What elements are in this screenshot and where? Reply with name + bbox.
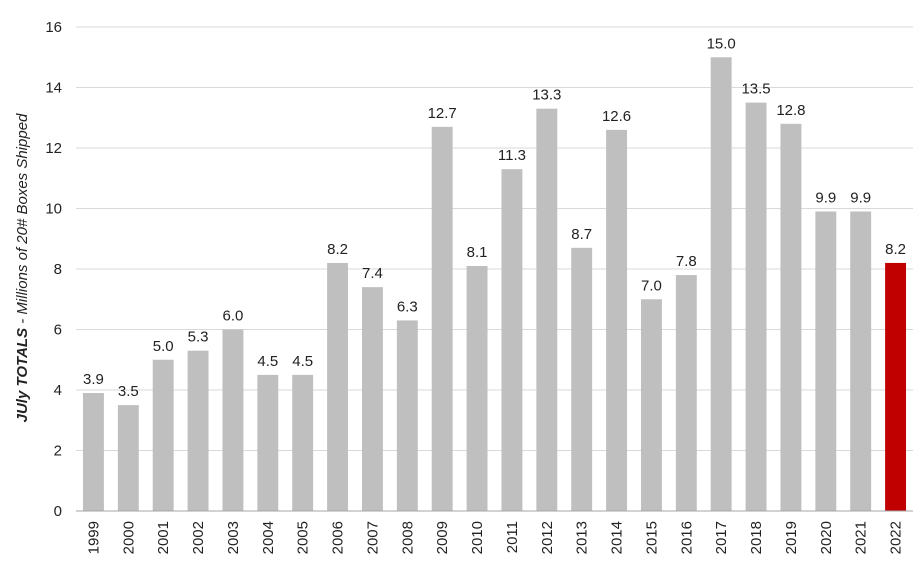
bar	[292, 374, 314, 511]
data-label: 13.3	[532, 87, 561, 104]
data-label: 15.0	[707, 35, 736, 52]
data-label: 11.3	[498, 147, 526, 164]
y-tick-label: 6	[54, 322, 62, 339]
data-label: 8.2	[327, 241, 348, 258]
bar	[606, 129, 628, 511]
data-label: 8.1	[467, 244, 488, 261]
x-tick-label: 2003	[225, 521, 242, 554]
bar	[361, 287, 383, 511]
x-tick-label: 2000	[120, 521, 137, 554]
data-label: 5.3	[188, 329, 209, 346]
y-tick-label: 8	[54, 261, 62, 278]
bar	[571, 247, 593, 511]
data-label: 9.9	[850, 190, 871, 207]
x-tick-label: 2007	[364, 521, 381, 554]
x-tick-label: 2011	[504, 521, 521, 553]
data-label: 13.5	[741, 81, 770, 98]
data-label: 3.5	[118, 383, 139, 400]
x-tick-label: 2014	[609, 521, 626, 554]
y-axis-title-rest: - Millions of 20# Boxes Shipped	[14, 113, 31, 328]
x-tick-label: 2005	[295, 521, 312, 554]
bar	[675, 275, 697, 511]
data-labels: 3.9 3.5 5.0 5.3 6.0 4.5 4.5 8.2 7.4 6.3 12.7 8.1 11.…	[83, 35, 906, 400]
x-tick-label: 2018	[748, 521, 765, 554]
data-label: 9.9	[815, 190, 836, 207]
x-tick-label: 2001	[155, 521, 172, 554]
data-label: 4.5	[257, 353, 278, 370]
data-label: 12.8	[776, 102, 805, 119]
gridlines	[76, 26, 913, 451]
y-axis-title: JUly TOTALS - Millions of 20# Boxes Ship…	[14, 113, 31, 422]
bar	[640, 299, 662, 511]
bar	[82, 393, 104, 511]
y-tick-label: 16	[45, 19, 62, 36]
y-tick-label: 0	[54, 503, 62, 520]
bar	[850, 211, 872, 511]
bar	[501, 169, 523, 512]
bar	[327, 262, 349, 511]
x-axis-ticks: 1999 2000 2001 2002 2003 2004 2005 2006 2007 2008…	[85, 521, 904, 554]
data-label: 6.3	[397, 298, 418, 315]
x-tick-label: 2004	[260, 521, 277, 554]
x-tick-label: 2010	[469, 521, 486, 554]
y-axis-title-bold: JUly TOTALS	[14, 328, 31, 422]
bar	[745, 102, 767, 511]
y-tick-label: 14	[45, 80, 62, 97]
y-tick-label: 12	[45, 140, 62, 157]
y-tick-label: 4	[54, 382, 62, 399]
bar	[780, 123, 802, 512]
data-label: 7.0	[641, 277, 662, 294]
x-tick-label: 2020	[818, 521, 835, 554]
bar	[710, 57, 732, 511]
data-label: 8.7	[571, 226, 592, 243]
y-tick-label: 2	[54, 443, 62, 460]
x-tick-label: 2006	[330, 521, 347, 554]
data-label: 5.0	[153, 338, 174, 355]
x-tick-label: 2016	[678, 521, 695, 554]
x-tick-label: 2009	[434, 521, 451, 554]
y-tick-label: 10	[45, 201, 62, 218]
x-tick-label: 2015	[643, 521, 660, 554]
y-axis-ticks: 0 2 4 6 8 10 12 14 16	[45, 19, 62, 520]
bar	[466, 265, 488, 511]
data-label: 3.9	[83, 371, 104, 388]
bar	[431, 126, 453, 511]
bar	[222, 329, 244, 511]
x-tick-label: 2008	[399, 521, 416, 554]
x-tick-label: 1999	[85, 521, 102, 554]
data-label: 7.4	[362, 265, 383, 282]
data-label: 12.7	[428, 105, 457, 122]
x-tick-label: 2017	[713, 521, 730, 554]
bar	[152, 359, 174, 511]
bars	[82, 57, 907, 512]
bar	[187, 350, 209, 511]
bar	[117, 405, 139, 511]
x-tick-label: 2002	[190, 521, 207, 554]
x-tick-label: 2021	[853, 521, 870, 554]
bar	[536, 108, 558, 512]
x-tick-label: 2022	[888, 521, 905, 554]
data-label: 6.0	[223, 308, 244, 325]
bar	[396, 320, 418, 511]
data-label: 8.2	[885, 241, 906, 258]
bar	[885, 262, 907, 511]
data-label: 12.6	[602, 108, 631, 125]
data-label: 7.8	[676, 253, 697, 270]
x-tick-label: 2013	[574, 521, 591, 554]
x-tick-label: 2019	[783, 521, 800, 554]
bar	[815, 211, 837, 511]
data-label: 4.5	[292, 353, 313, 370]
bar	[257, 374, 279, 511]
x-tick-label: 2012	[539, 521, 556, 554]
